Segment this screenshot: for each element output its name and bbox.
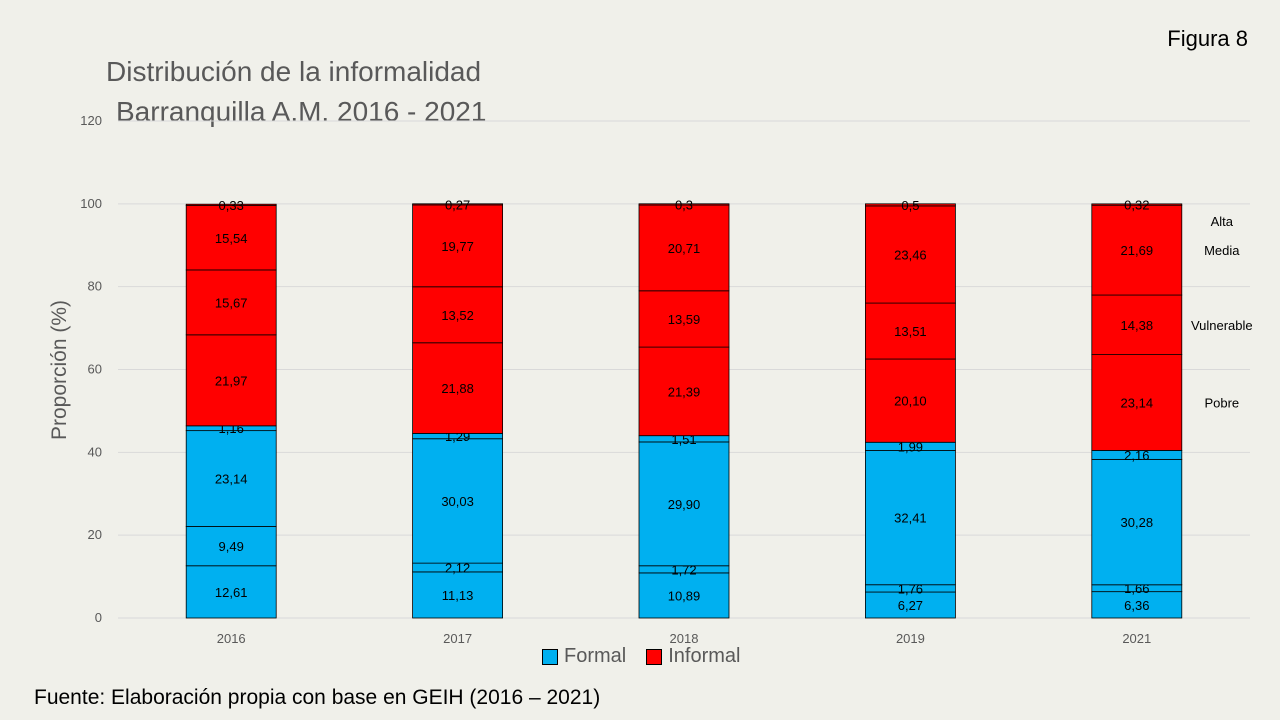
bar-segment [185, 203, 277, 206]
bar-segment [1091, 203, 1183, 206]
bar-segment [1091, 354, 1183, 451]
data-label: 0,3 [675, 197, 693, 212]
bar-segment [1091, 294, 1183, 355]
segment-class-label: Media [1204, 243, 1240, 258]
chart-title: Distribución de la informalidad [106, 56, 482, 87]
data-label: 2,12 [445, 561, 470, 576]
bar-segment [185, 334, 277, 427]
y-tick-label: 40 [88, 444, 102, 459]
bar-segment [412, 438, 504, 564]
bar-segment [865, 302, 956, 360]
bar-segment [638, 346, 730, 437]
bar-segment [638, 441, 730, 567]
segment-class-label: Vulnerable [1191, 318, 1253, 333]
data-label: 15,54 [215, 231, 248, 246]
data-label: 20,71 [668, 241, 701, 256]
bar-segment [865, 450, 956, 586]
x-tick-label: 2017 [443, 631, 472, 646]
data-label: 6,36 [1124, 598, 1149, 613]
y-tick-label: 80 [88, 279, 102, 294]
bar-segment [1091, 204, 1183, 296]
data-label: 21,97 [215, 373, 248, 388]
data-label: 6,27 [898, 598, 923, 613]
y-tick-label: 0 [95, 610, 102, 625]
chart-title-block: Distribución de la informalidad Barranqu… [106, 52, 486, 132]
data-label: 32,41 [894, 511, 927, 526]
data-label: 13,59 [668, 312, 701, 327]
chart-subtitle: Barranquilla A.M. 2016 - 2021 [116, 96, 487, 127]
bar-segment [865, 205, 956, 304]
data-label: 14,38 [1121, 318, 1154, 333]
x-tick-label: 2016 [217, 631, 246, 646]
data-label: 9,49 [219, 539, 244, 554]
data-label: 29,90 [668, 497, 701, 512]
data-label: 23,14 [215, 472, 248, 487]
data-label: 0,32 [1124, 198, 1149, 213]
legend-item-formal: Formal [542, 645, 626, 668]
data-label: 21,39 [668, 384, 701, 399]
bar-segment [412, 342, 504, 434]
bar-segment [185, 430, 277, 527]
bar-segment [185, 269, 277, 336]
data-label: 30,03 [441, 494, 474, 509]
bar-segment [865, 203, 956, 207]
x-tick-label: 2018 [670, 631, 699, 646]
x-tick-label: 2021 [1122, 631, 1151, 646]
x-tick-label: 2019 [896, 631, 925, 646]
data-label: 21,88 [441, 381, 474, 396]
bar-segment [865, 358, 956, 443]
bar-segment [638, 290, 730, 348]
bar-segment [185, 526, 277, 567]
segment-class-label: Pobre [1204, 396, 1239, 411]
legend-swatch-informal [646, 648, 663, 665]
bar-segment [412, 204, 504, 288]
legend-swatch-formal [542, 648, 558, 665]
bar-segment [412, 203, 504, 206]
data-label: 12,61 [215, 585, 248, 600]
legend-item-informal: Informal [646, 645, 740, 668]
data-label: 0,27 [445, 197, 470, 212]
y-tick-label: 20 [88, 527, 102, 542]
bar-segment [638, 204, 730, 292]
data-label: 0,33 [219, 198, 244, 213]
bar-segment [638, 572, 730, 619]
y-tick-label: 120 [80, 113, 102, 128]
data-label: 30,28 [1121, 515, 1154, 530]
bar-segment [412, 571, 504, 619]
data-label: 10,89 [668, 588, 701, 603]
figure-label: Figura 8 [1167, 26, 1248, 51]
y-axis-label: Proporción (%) [48, 300, 71, 440]
bar-segment [638, 203, 730, 206]
data-label: 13,51 [894, 324, 927, 339]
legend-label-informal: Informal [668, 645, 741, 667]
chart-legend: Formal Informal [542, 645, 740, 668]
data-label: 1,99 [898, 439, 923, 454]
data-label: 11,13 [442, 588, 474, 603]
data-label: 19,77 [441, 239, 474, 254]
data-label: 13,52 [441, 308, 474, 323]
source-note: Fuente: Elaboración propia con base en G… [34, 686, 601, 709]
y-tick-label: 60 [88, 362, 102, 377]
data-label: 21,69 [1121, 243, 1154, 258]
legend-label-formal: Formal [564, 645, 627, 667]
data-label: 23,46 [894, 247, 927, 262]
data-label: 15,67 [215, 295, 248, 310]
bar-segment [412, 286, 504, 344]
data-label: 20,10 [894, 394, 927, 409]
data-label: 2,16 [1124, 448, 1149, 463]
y-tick-label: 100 [80, 196, 102, 211]
data-label: 23,14 [1121, 396, 1154, 411]
segment-class-label: Alta [1211, 214, 1234, 229]
data-label: 0,5 [901, 198, 919, 213]
bar-segment [185, 565, 277, 619]
